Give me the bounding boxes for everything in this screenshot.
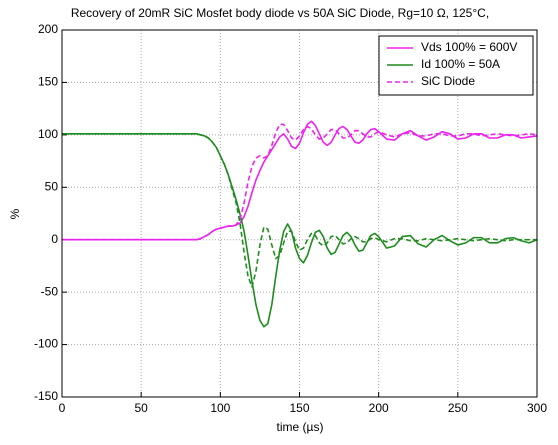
chart-title: Recovery of 20mR SiC Mosfet body diode v… [71, 6, 489, 20]
x-tick-label: 100 [210, 401, 230, 415]
x-tick-label: 300 [527, 401, 547, 415]
y-tick-label: -150 [34, 389, 58, 403]
y-tick-label: 0 [51, 232, 58, 246]
y-tick-label: 200 [38, 22, 58, 36]
y-tick-label: 50 [45, 179, 59, 193]
series-line [62, 133, 537, 288]
x-tick-label: 0 [59, 401, 66, 415]
x-tick-label: 50 [134, 401, 148, 415]
legend-label: SiC Diode [421, 74, 475, 88]
plot-frame [61, 29, 538, 398]
x-tick-label: 200 [369, 401, 389, 415]
y-axis-label: % [8, 208, 22, 219]
y-tick-label: -50 [41, 284, 59, 298]
legend-label: Id 100% = 50A [421, 57, 500, 71]
x-tick-label: 150 [289, 401, 309, 415]
x-axis-label: time (µs) [277, 420, 324, 434]
x-tick-label: 250 [448, 401, 468, 415]
y-tick-label: 100 [38, 127, 58, 141]
legend-label: Vds 100% = 600V [421, 40, 517, 54]
y-tick-label: 150 [38, 75, 58, 89]
series-line [62, 123, 538, 241]
y-tick-label: -100 [34, 337, 58, 351]
